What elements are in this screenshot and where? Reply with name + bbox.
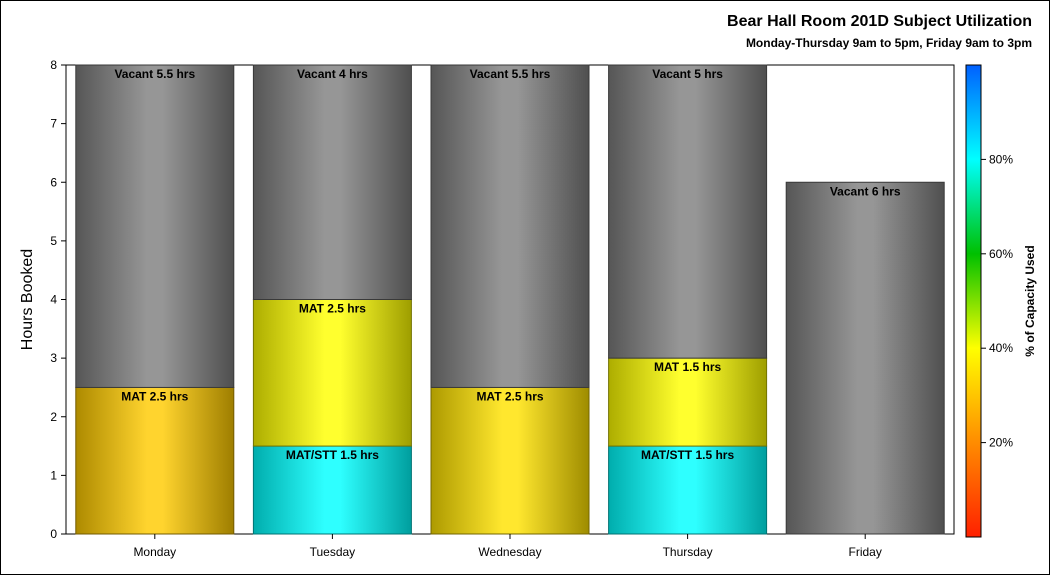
colorbar [965, 64, 982, 538]
booked-segment [75, 386, 235, 535]
y-tick-label: 4 [50, 293, 57, 307]
segment-label: MAT 2.5 hrs [121, 389, 188, 403]
bar-monday: MAT 2.5 hrs Vacant 5.5 hrs [75, 64, 235, 535]
y-tick-label: 0 [50, 527, 57, 541]
y-axis-label: Hours Booked [19, 249, 36, 350]
segment-label: MAT 1.5 hrs [654, 360, 721, 374]
segment-label: MAT/STT 1.5 hrs [641, 448, 734, 462]
segment-label: Vacant 6 hrs [830, 184, 901, 198]
y-tick-label: 8 [50, 58, 57, 72]
vacant-segment [252, 64, 412, 300]
chart-title: Bear Hall Room 201D Subject Utilization [727, 13, 1032, 30]
booked-segment [430, 386, 590, 535]
y-tick-label: 2 [50, 410, 57, 424]
y-tick-label: 7 [50, 117, 57, 131]
segment-label: Vacant 5.5 hrs [470, 67, 551, 81]
y-tick-label: 1 [50, 468, 57, 482]
segment-label: Vacant 4 hrs [297, 67, 368, 81]
booked-segment [608, 357, 768, 447]
booked-segment [252, 299, 412, 447]
x-tick-label: Thursday [663, 545, 713, 559]
chart-subtitle: Monday-Thursday 9am to 5pm, Friday 9am t… [745, 36, 1032, 50]
booked-segment [608, 445, 768, 535]
segment-label: MAT 2.5 hrs [476, 389, 543, 403]
bar-friday: Vacant 6 hrs [785, 181, 945, 535]
colorbar-tick-label: 40% [989, 341, 1013, 355]
bar-thursday: MAT/STT 1.5 hrs MAT 1.5 hrs Vacant 5 hrs [608, 64, 768, 535]
y-tick-label: 6 [50, 175, 57, 189]
y-tick-label: 3 [50, 351, 57, 365]
vacant-segment [785, 181, 945, 535]
bar-tuesday: MAT/STT 1.5 hrs MAT 2.5 hrs Vacant 4 hrs [252, 64, 412, 535]
x-tick-label: Wednesday [478, 545, 541, 559]
segment-label: MAT/STT 1.5 hrs [286, 448, 379, 462]
y-tick-label: 5 [50, 234, 57, 248]
x-tick-label: Monday [133, 545, 176, 559]
colorbar-tick-label: 20% [989, 436, 1013, 450]
vacant-segment [75, 64, 235, 388]
x-tick-label: Friday [849, 545, 882, 559]
segment-label: MAT 2.5 hrs [299, 302, 366, 316]
colorbar-tick-label: 80% [989, 152, 1013, 166]
colorbar-tick-label: 60% [989, 247, 1013, 261]
vacant-segment [430, 64, 590, 388]
segment-label: Vacant 5.5 hrs [114, 67, 195, 81]
segment-label: Vacant 5 hrs [652, 67, 723, 81]
x-tick-label: Tuesday [310, 545, 356, 559]
colorbar-label: % of Capacity Used [1023, 245, 1037, 356]
bar-wednesday: MAT 2.5 hrs Vacant 5.5 hrs [430, 64, 590, 535]
vacant-segment [608, 64, 768, 359]
